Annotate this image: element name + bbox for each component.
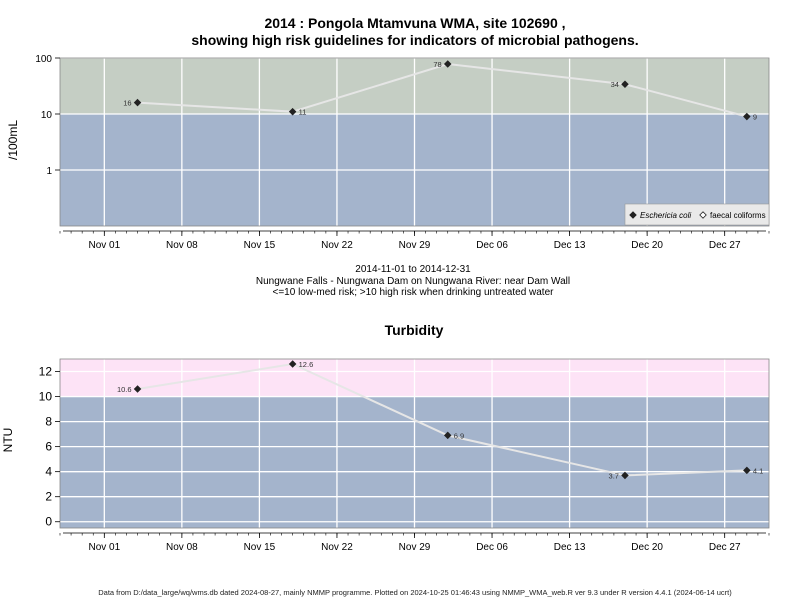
x-tick-label: Nov 15 — [244, 240, 276, 251]
y-tick-label: 8 — [45, 415, 52, 429]
chart-title-line1: 2014 : Pongola Mtamvuna WMA, site 102690… — [264, 15, 566, 31]
x-tick-label: Dec 13 — [554, 542, 586, 553]
x-tick-label: Nov 01 — [88, 240, 120, 251]
x-tick-label: Dec 27 — [709, 542, 741, 553]
legend-marker-ecoli — [629, 211, 637, 219]
date-range-text: 2014-11-01 to 2014-12-31 — [355, 264, 471, 275]
chart-title-line2: showing high risk guidelines for indicat… — [191, 32, 639, 48]
data-label: 34 — [611, 80, 619, 89]
turbidity-chart-panel: 0 2 4 6 8 10 12 Nov 01 Nov 08 Nov 15 Nov 22 Nov 29 D… — [39, 358, 770, 553]
x-tick-label: Nov 29 — [399, 542, 431, 553]
x-tick-label: Dec 06 — [476, 240, 508, 251]
data-label: 3.7 — [609, 471, 619, 480]
y-tick-label: 100 — [35, 54, 52, 65]
data-point — [133, 98, 142, 107]
turbidity-title: Turbidity — [384, 322, 444, 338]
data-label: 6.9 — [454, 431, 464, 440]
x-tick-label: Dec 13 — [554, 240, 586, 251]
x-tick-label: Nov 22 — [321, 240, 353, 251]
plot-frame — [59, 358, 770, 529]
plot-frame — [59, 57, 770, 227]
data-point — [443, 60, 452, 68]
x-tick-label: Nov 01 — [88, 542, 120, 553]
legend-label-faecal: faecal coliforms — [710, 211, 766, 220]
x-tick-label: Nov 08 — [166, 240, 198, 251]
y-tick-label: 2 — [45, 490, 52, 504]
data-label: 16 — [123, 99, 131, 108]
y-tick-label: 12 — [39, 365, 53, 379]
x-tick-label: Dec 20 — [631, 240, 663, 251]
x-tick-label: Dec 06 — [476, 542, 508, 553]
data-point — [743, 112, 751, 121]
legend-label-ecoli: Eschericia coli — [640, 211, 691, 220]
x-tick-label: Nov 29 — [399, 240, 431, 251]
data-point — [288, 360, 297, 368]
data-point — [443, 431, 452, 440]
data-point — [133, 385, 142, 393]
data-point — [621, 80, 629, 89]
data-label: 12.6 — [299, 360, 314, 369]
footer-note: Data from D:/data_large/wq/wms.db dated … — [98, 588, 732, 597]
legend-marker-faecal — [699, 211, 707, 219]
y-tick-label: 0 — [45, 515, 52, 529]
y-tick-label: 6 — [45, 440, 52, 454]
data-label: 10.6 — [117, 385, 132, 394]
data-point — [743, 466, 751, 475]
data-label: 9 — [753, 113, 757, 122]
data-point — [288, 107, 297, 116]
data-label: 78 — [433, 60, 441, 69]
x-tick-label: Nov 08 — [166, 542, 198, 553]
x-tick-label: Nov 15 — [244, 542, 276, 553]
data-label: 4.1 — [753, 466, 763, 475]
data-label: 11 — [299, 108, 307, 117]
x-tick-label: Nov 22 — [321, 542, 353, 553]
y-tick-label: 1 — [46, 166, 52, 177]
data-point — [621, 471, 629, 480]
y-tick-label: 10 — [39, 390, 53, 404]
guideline-note: <=10 low-med risk; >10 high risk when dr… — [272, 287, 554, 298]
y-tick-label: 10 — [41, 110, 53, 121]
micro-chart-panel: 1 10 100 Nov 01 Nov 08 Nov 15 Nov 22 Nov 29 Dec … — [35, 54, 770, 251]
x-tick-label: Dec 20 — [631, 542, 663, 553]
location-text: Nungwane Falls - Nungwana Dam on Nungwan… — [255, 276, 571, 287]
y-tick-label: 4 — [45, 465, 52, 479]
legend-box — [624, 203, 770, 226]
x-tick-label: Dec 27 — [709, 240, 741, 251]
